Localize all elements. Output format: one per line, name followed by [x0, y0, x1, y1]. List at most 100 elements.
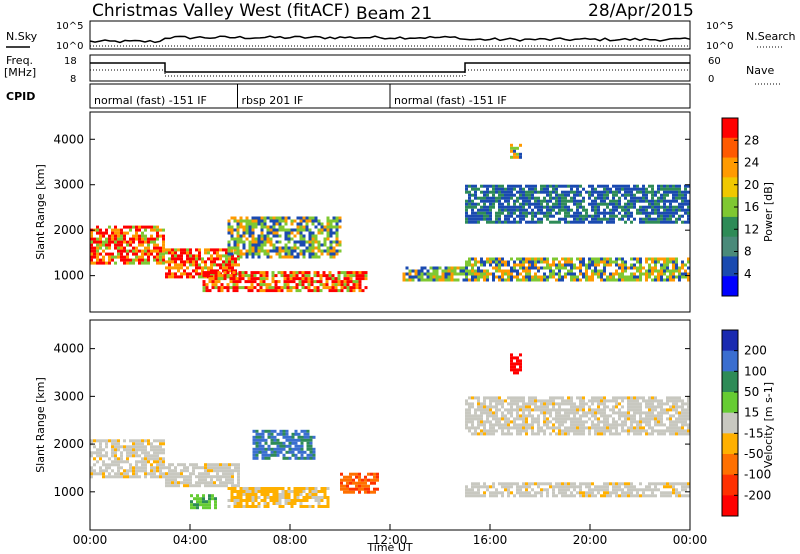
data-cell [603, 485, 606, 489]
data-cell [561, 263, 564, 267]
data-cell [639, 396, 642, 400]
data-cell [558, 266, 561, 270]
data-cell [645, 272, 648, 276]
data-cell [432, 278, 436, 282]
data-cell [150, 457, 153, 461]
data-cell [633, 187, 636, 191]
data-cell [260, 243, 264, 247]
data-cell [567, 399, 570, 403]
data-cell [450, 275, 454, 279]
data-cell [516, 423, 519, 427]
data-cell [579, 257, 582, 261]
data-cell [594, 429, 597, 433]
data-cell [564, 485, 567, 489]
data-cell [162, 246, 165, 250]
data-cell [202, 500, 205, 504]
data-cell [335, 240, 339, 244]
data-cell [138, 261, 141, 265]
data-cell [474, 211, 477, 215]
data-cell [621, 405, 624, 409]
data-cell [603, 405, 606, 409]
data-cell [552, 426, 555, 430]
data-cell [477, 426, 480, 430]
colorbar-swatch [722, 197, 738, 218]
data-cell [669, 202, 672, 206]
data-cell [156, 469, 159, 473]
data-cell [114, 442, 117, 446]
data-cell [233, 243, 237, 247]
data-cell [495, 423, 498, 427]
data-cell [597, 211, 600, 215]
data-cell [642, 205, 645, 209]
data-cell [651, 193, 654, 197]
data-cell [337, 274, 341, 278]
data-cell [156, 261, 159, 265]
data-cell [513, 208, 516, 212]
data-cell [349, 271, 353, 275]
data-cell [147, 460, 150, 464]
data-cell [216, 251, 219, 255]
data-cell [290, 246, 294, 250]
data-cell [492, 429, 495, 433]
data-cell [343, 478, 346, 482]
data-cell [480, 417, 483, 421]
data-cell [564, 491, 567, 495]
data-cell [522, 408, 525, 412]
data-cell [96, 231, 99, 235]
data-cell [600, 408, 603, 412]
data-cell [304, 271, 308, 275]
data-cell [483, 205, 486, 209]
data-cell [289, 277, 293, 281]
data-cell [248, 505, 252, 508]
data-cell [486, 278, 489, 282]
data-cell [615, 485, 618, 489]
data-cell [654, 429, 657, 433]
data-cell [687, 482, 690, 486]
data-cell [192, 260, 195, 264]
data-cell [561, 494, 564, 498]
data-cell [305, 249, 309, 253]
data-cell [576, 278, 579, 282]
data-cell [489, 399, 492, 403]
data-cell [114, 243, 117, 247]
data-cell [537, 190, 540, 194]
data-cell [492, 260, 495, 264]
data-cell [280, 274, 284, 278]
data-cell [609, 208, 612, 212]
data-cell [549, 272, 552, 276]
data-cell [267, 435, 271, 439]
data-cell [287, 231, 291, 235]
data-cell [627, 184, 630, 188]
data-cell [510, 187, 513, 191]
data-cell [233, 237, 237, 241]
data-cell [237, 463, 240, 467]
data-cell [306, 435, 310, 439]
data-cell [263, 249, 267, 253]
data-cell [579, 408, 582, 412]
data-cell [633, 408, 636, 412]
data-cell [570, 482, 573, 486]
data-cell [465, 414, 468, 418]
data-cell [669, 275, 672, 279]
data-cell [567, 426, 570, 430]
data-cell [323, 240, 327, 244]
data-cell [311, 490, 315, 493]
data-cell [606, 184, 609, 188]
data-cell [320, 228, 324, 232]
data-cell [248, 225, 252, 229]
data-cell [349, 490, 352, 494]
data-cell [645, 405, 648, 409]
data-cell [675, 217, 678, 221]
data-cell [513, 263, 516, 267]
data-cell [313, 280, 317, 284]
data-cell [132, 234, 135, 238]
data-cell [287, 499, 291, 502]
data-cell [114, 237, 117, 241]
data-cell [543, 405, 546, 409]
data-cell [308, 243, 312, 247]
data-cell [573, 417, 576, 421]
data-cell [594, 196, 597, 200]
data-cell [192, 257, 195, 261]
data-cell [576, 408, 579, 412]
data-cell [663, 190, 666, 194]
